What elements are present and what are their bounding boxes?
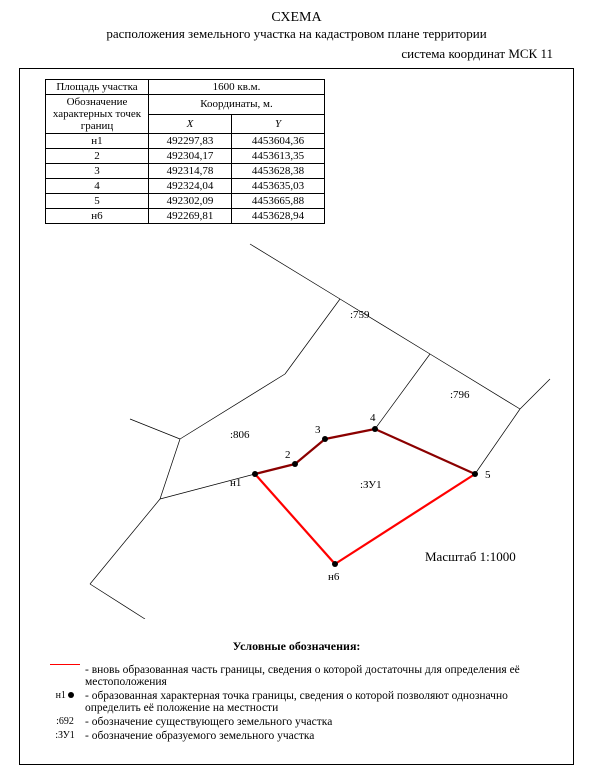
legend-point-icon: н1 — [56, 690, 75, 701]
legend-redline-icon — [50, 664, 80, 665]
legend-row: :692- обозначение существующего земельно… — [45, 716, 563, 728]
col-coords: Координаты, м. — [149, 95, 325, 115]
table-cell: 4453628,38 — [232, 164, 325, 179]
legend-text: - вновь образованная часть границы, свед… — [85, 664, 563, 688]
table-cell: 492324,04 — [149, 179, 232, 194]
table-row: 3492314,784453628,38 — [46, 164, 325, 179]
point-label: 4 — [370, 412, 376, 424]
document-title: СХЕМА расположения земельного участка на… — [10, 10, 583, 42]
legend-row: - вновь образованная часть границы, свед… — [45, 664, 563, 688]
parcel-label: :ЗУ1 — [360, 479, 382, 491]
point-label: 2 — [285, 449, 291, 461]
parcel-label: :796 — [450, 389, 470, 401]
table-cell: 2 — [46, 149, 149, 164]
legend-text: - обозначение существующего земельного у… — [85, 716, 563, 728]
main-frame: Площадь участка 1600 кв.м. Обозначение х… — [19, 68, 574, 765]
table-row: н1492297,834453604,36 — [46, 134, 325, 149]
table-cell: 492269,81 — [149, 209, 232, 224]
table-cell: 4453604,36 — [232, 134, 325, 149]
parcel-label: :806 — [230, 429, 250, 441]
col-x: X — [149, 114, 232, 134]
legend-row: н1 - образованная характерная точка гран… — [45, 690, 563, 714]
table-cell: 492304,17 — [149, 149, 232, 164]
col-y: Y — [232, 114, 325, 134]
table-cell: 492302,09 — [149, 194, 232, 209]
table-row: 5492302,094453665,88 — [46, 194, 325, 209]
point-label: н6 — [328, 571, 339, 583]
table-cell: н1 — [46, 134, 149, 149]
legend-text: - обозначение образуемого земельного уча… — [85, 730, 563, 742]
table-cell: 4453628,94 — [232, 209, 325, 224]
area-value: 1600 кв.м. — [149, 80, 325, 95]
table-row: 4492324,044453635,03 — [46, 179, 325, 194]
table-cell: 3 — [46, 164, 149, 179]
legend-title: Условные обозначения: — [30, 639, 563, 654]
table-cell: 4 — [46, 179, 149, 194]
legend-text-prefix: :ЗУ1 — [45, 730, 85, 741]
table-cell: 492314,78 — [149, 164, 232, 179]
title-line-2: расположения земельного участка на кадас… — [10, 26, 583, 42]
parcel-label: :759 — [350, 309, 370, 321]
point-label: 5 — [485, 469, 491, 481]
point-label: 3 — [315, 424, 321, 436]
col-designation: Обозначение характерных точек границ — [46, 95, 149, 134]
table-cell: н6 — [46, 209, 149, 224]
legend-text: - образованная характерная точка границы… — [85, 690, 563, 714]
table-cell: 4453613,35 — [232, 149, 325, 164]
title-line-1: СХЕМА — [10, 10, 583, 26]
area-label: Площадь участка — [46, 80, 149, 95]
scale-label: Масштаб 1:1000 — [425, 549, 516, 565]
legend-text-prefix: :692 — [45, 716, 85, 727]
coordinate-system: система координат МСК 11 — [10, 46, 553, 62]
table-row: н6492269,814453628,94 — [46, 209, 325, 224]
table-cell: 5 — [46, 194, 149, 209]
coordinates-table: Площадь участка 1600 кв.м. Обозначение х… — [45, 79, 325, 224]
point-label: н1 — [230, 477, 241, 489]
table-row: 2492304,174453613,35 — [46, 149, 325, 164]
table-cell: 4453635,03 — [232, 179, 325, 194]
table-cell: 4453665,88 — [232, 194, 325, 209]
plot-diagram: н1 2 3 4 5 н6 :759 :796 :806 :ЗУ1 Масштаб 1:1000 — [30, 229, 560, 619]
legend-body: - вновь образованная часть границы, свед… — [30, 664, 563, 742]
legend-row: :ЗУ1- обозначение образуемого земельного… — [45, 730, 563, 742]
table-cell: 492297,83 — [149, 134, 232, 149]
